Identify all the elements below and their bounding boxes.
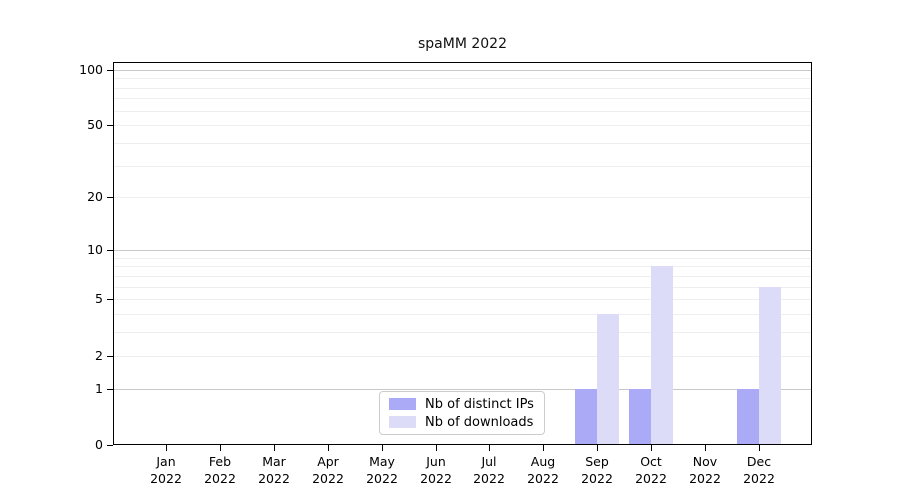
x-axis-tick-label: Jul 2022 <box>473 454 505 486</box>
bar-distinct-ips-oct <box>629 389 651 444</box>
y-axis-tick-label: 1 <box>95 381 103 396</box>
legend-label-downloads: Nb of downloads <box>425 414 534 430</box>
minor-gridline <box>114 143 811 144</box>
x-axis-tick-label: Aug 2022 <box>527 454 559 486</box>
y-axis-tick <box>107 125 113 126</box>
x-axis-tick <box>436 445 437 451</box>
bar-distinct-ips-dec <box>737 389 759 444</box>
y-axis-tick <box>107 389 113 390</box>
y-axis-tick-label: 50 <box>87 117 103 132</box>
x-axis-tick-label: Jan 2022 <box>150 454 182 486</box>
legend-label-distinct-ips: Nb of distinct IPs <box>425 396 534 412</box>
minor-gridline <box>114 287 811 288</box>
chart-title: spaMM 2022 <box>418 36 507 52</box>
minor-gridline <box>114 299 811 300</box>
x-axis-tick <box>543 445 544 451</box>
minor-gridline <box>114 276 811 277</box>
minor-gridline <box>114 332 811 333</box>
minor-gridline <box>114 98 811 99</box>
x-axis-tick <box>705 445 706 451</box>
major-gridline <box>114 70 811 71</box>
y-axis-tick-label: 5 <box>95 291 103 306</box>
legend: Nb of distinct IPs Nb of downloads <box>379 391 545 435</box>
x-axis-tick-label: Dec 2022 <box>743 454 775 486</box>
x-axis-tick <box>166 445 167 451</box>
y-axis-tick-label: 2 <box>95 348 103 363</box>
minor-gridline <box>114 78 811 79</box>
x-axis-tick <box>220 445 221 451</box>
x-axis-tick-label: Oct 2022 <box>635 454 667 486</box>
x-axis-tick <box>274 445 275 451</box>
y-axis-tick-label: 100 <box>79 62 103 77</box>
y-axis-tick <box>107 445 113 446</box>
x-axis-tick-label: Mar 2022 <box>258 454 290 486</box>
y-axis-tick-label: 20 <box>87 189 103 204</box>
x-axis-tick-label: Apr 2022 <box>312 454 344 486</box>
legend-swatch-downloads <box>389 416 416 428</box>
minor-gridline <box>114 111 811 112</box>
y-axis-tick <box>107 250 113 251</box>
plot-area <box>113 62 812 445</box>
major-gridline <box>114 250 811 251</box>
x-axis-tick <box>759 445 760 451</box>
bar-distinct-ips-sep <box>575 389 597 444</box>
x-axis-tick-label: May 2022 <box>366 454 398 486</box>
x-axis-tick <box>489 445 490 451</box>
minor-gridline <box>114 314 811 315</box>
minor-gridline <box>114 125 811 126</box>
x-axis-tick-label: Jun 2022 <box>420 454 452 486</box>
legend-item-distinct-ips: Nb of distinct IPs <box>389 397 544 412</box>
x-axis-tick <box>382 445 383 451</box>
x-axis-tick <box>651 445 652 451</box>
bar-downloads-dec <box>759 287 781 444</box>
y-axis-tick <box>107 197 113 198</box>
minor-gridline <box>114 166 811 167</box>
minor-gridline <box>114 197 811 198</box>
minor-gridline <box>114 266 811 267</box>
y-axis-tick-label: 0 <box>95 437 103 452</box>
minor-gridline <box>114 356 811 357</box>
minor-gridline <box>114 88 811 89</box>
y-axis-tick <box>107 299 113 300</box>
x-axis-tick-label: Nov 2022 <box>689 454 721 486</box>
y-axis-tick-label: 10 <box>87 242 103 257</box>
bar-downloads-oct <box>651 266 673 444</box>
x-axis-tick-label: Feb 2022 <box>204 454 236 486</box>
y-axis-tick <box>107 70 113 71</box>
major-gridline <box>114 389 811 390</box>
minor-gridline <box>114 258 811 259</box>
y-axis-tick <box>107 356 113 357</box>
x-axis-tick <box>597 445 598 451</box>
legend-swatch-distinct-ips <box>389 398 416 410</box>
bar-downloads-sep <box>597 314 619 444</box>
x-axis-tick <box>328 445 329 451</box>
legend-item-downloads: Nb of downloads <box>389 415 544 430</box>
x-axis-tick-label: Sep 2022 <box>581 454 613 486</box>
